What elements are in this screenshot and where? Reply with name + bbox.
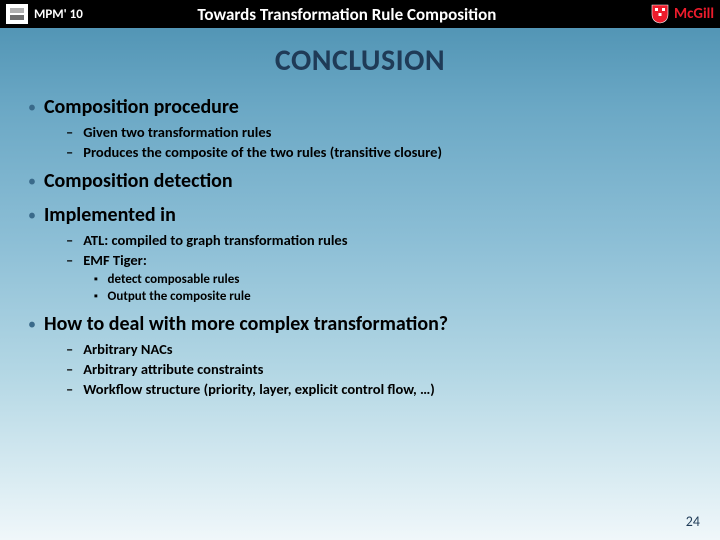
bullet-item: • Composition detection: [28, 169, 692, 193]
sub-item: Produces the composite of the two rules …: [66, 143, 692, 161]
university-brand: McGill: [674, 5, 714, 23]
slide-content: • Composition procedure Given two transfo…: [0, 95, 720, 398]
header-right: McGill: [651, 4, 714, 24]
bullet-item: • How to deal with more complex transform…: [28, 312, 692, 398]
bullet-text: Composition procedure: [44, 95, 239, 119]
header-title: Towards Transformation Rule Composition: [83, 4, 651, 25]
bullet-dot-icon: •: [28, 206, 36, 225]
bullet-item: • Implemented in ATL: compiled to graph t…: [28, 203, 692, 304]
slide-title: CONCLUSION: [0, 42, 720, 79]
header-bar: MPM' 10 Towards Transformation Rule Comp…: [0, 0, 720, 28]
conference-logo-icon: [6, 4, 28, 24]
bullet-item: • Composition procedure Given two transfo…: [28, 95, 692, 161]
page-number: 24: [686, 513, 700, 530]
sub-list: Arbitrary NACs Arbitrary attribute const…: [66, 340, 692, 398]
header-left: MPM' 10: [6, 4, 83, 24]
subsub-item: Output the composite rule: [94, 289, 692, 304]
bullet-list: • Composition procedure Given two transfo…: [28, 95, 692, 398]
subsub-item: detect composable rules: [94, 272, 692, 287]
subsub-list: detect composable rules Output the compo…: [94, 272, 692, 304]
conference-label: MPM' 10: [34, 7, 83, 22]
sub-item: EMF Tiger: detect composable rules Outpu…: [66, 251, 692, 304]
slide: MPM' 10 Towards Transformation Rule Comp…: [0, 0, 720, 540]
university-crest-icon: [651, 4, 669, 24]
sub-item: Given two transformation rules: [66, 123, 692, 141]
sub-item: Workflow structure (priority, layer, exp…: [66, 380, 692, 398]
sub-item: Arbitrary attribute constraints: [66, 360, 692, 378]
sub-list: Given two transformation rules Produces …: [66, 123, 692, 161]
sub-item: Arbitrary NACs: [66, 340, 692, 358]
sub-item-text: EMF Tiger:: [83, 251, 147, 269]
bullet-dot-icon: •: [28, 315, 36, 334]
bullet-dot-icon: •: [28, 172, 36, 191]
bullet-dot-icon: •: [28, 98, 36, 117]
sub-list: ATL: compiled to graph transformation ru…: [66, 231, 692, 304]
bullet-text: How to deal with more complex transforma…: [44, 312, 448, 336]
sub-item: ATL: compiled to graph transformation ru…: [66, 231, 692, 249]
bullet-text: Implemented in: [44, 203, 176, 227]
bullet-text: Composition detection: [44, 169, 233, 193]
